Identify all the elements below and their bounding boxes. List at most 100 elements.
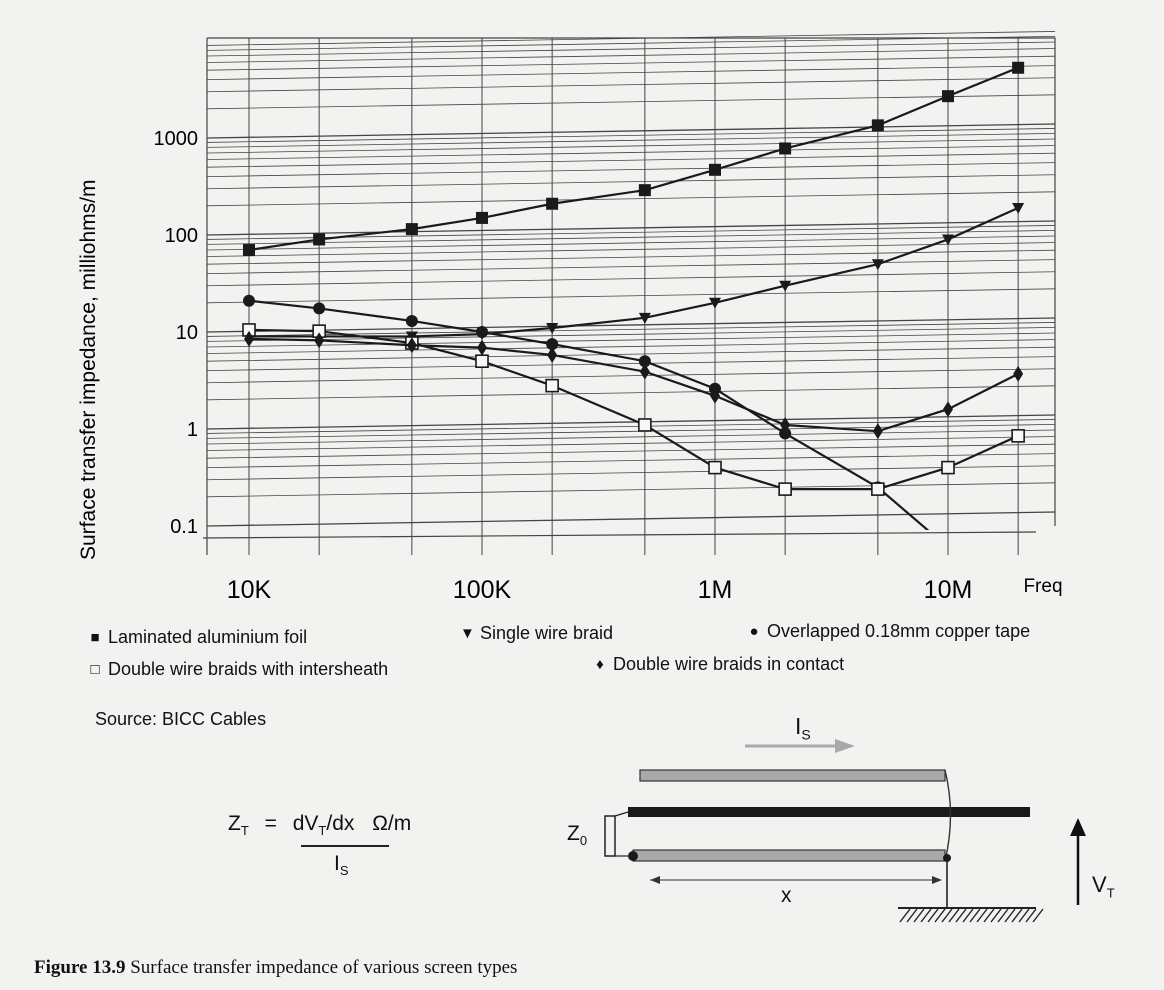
- marker-open-square: [941, 460, 955, 475]
- marker-diamond: [872, 423, 883, 440]
- x-axis-label: Freq: [1023, 576, 1062, 597]
- marker-filled-square: [476, 211, 488, 224]
- marker-filled-circle: [779, 427, 792, 440]
- ground-hatch: [934, 908, 946, 923]
- y-axis-label: Surface transfer impedance, milliohms/m: [77, 180, 100, 560]
- diagram-label-vt: VT: [1092, 872, 1115, 901]
- marker-filled-square: [709, 163, 721, 176]
- grid-line-h: [206, 174, 1056, 190]
- marker-filled-circle: [313, 302, 326, 315]
- ground-hatch: [948, 908, 960, 923]
- grid-line-h: [206, 332, 1056, 348]
- legend-item-foil: ■ Laminated aluminium foil: [88, 627, 307, 648]
- marker-diamond: [244, 330, 254, 347]
- marker-filled-square: [405, 223, 418, 236]
- ground-hatch: [906, 908, 918, 923]
- cable-diagram: [604, 739, 1086, 923]
- figure-caption: Figure 13.9 Surface transfer impedance o…: [34, 957, 518, 978]
- grid-line-h: [206, 77, 1056, 93]
- grid-line-h: [206, 94, 1056, 110]
- marker-filled-square: [243, 244, 255, 257]
- marker-open-square: [638, 418, 652, 432]
- marker-filled-square: [779, 142, 792, 155]
- ground-hatch: [927, 908, 939, 923]
- legend-item-braids-contact: ♦ Double wire braids in contact: [593, 654, 844, 675]
- grid-line-h: [206, 317, 1056, 333]
- marker-filled-square: [313, 233, 326, 246]
- ground-hatch: [920, 908, 932, 923]
- grid-line-h: [206, 271, 1056, 287]
- grid-line-h: [206, 55, 1056, 71]
- formula-denominator: IS: [334, 852, 349, 879]
- grid-line-h: [206, 429, 1056, 445]
- y-tick-label: 0.1: [170, 516, 198, 538]
- ground-hatch: [969, 908, 981, 923]
- fraction-bar: [301, 845, 389, 847]
- marker-open-square: [475, 354, 489, 368]
- grid-line-h: [206, 368, 1056, 384]
- y-tick-label: 100: [165, 225, 198, 247]
- is-arrow-head: [835, 739, 855, 753]
- grid-line-h: [206, 346, 1056, 362]
- marker-triangle-down: [546, 322, 559, 334]
- z0-lead-top: [614, 811, 629, 817]
- x-tick-label: 10K: [227, 576, 272, 604]
- grid-line-h: [206, 453, 1056, 469]
- grid-line-h: [206, 443, 1056, 459]
- marker-triangle-down: [638, 312, 651, 324]
- grid-line-h: [206, 436, 1056, 451]
- ground-hatch: [899, 908, 911, 923]
- marker-open-square: [778, 482, 792, 496]
- sheath-end: [628, 851, 638, 861]
- grid-line-h: [206, 138, 1056, 154]
- grid-line-h: [206, 230, 1056, 245]
- grid-line-h: [206, 220, 1056, 236]
- marker-triangle-down: [942, 234, 954, 246]
- marker-filled-circle: [476, 326, 488, 338]
- marker-filled-square: [942, 90, 954, 103]
- diamond-icon: ♦: [596, 656, 604, 673]
- x-tick-labels: 10K 100K 1M 10M Freq: [227, 576, 1063, 604]
- ground-hatch: [1018, 908, 1030, 923]
- x-axis-line: [202, 531, 1037, 539]
- filled-circle-icon: ●: [749, 623, 759, 640]
- legend-item-single-braid: ▼ Single wire braid: [460, 623, 613, 644]
- ground-hatch: [983, 908, 995, 923]
- grid-line-h: [206, 191, 1056, 207]
- ground-hatch: [976, 908, 988, 923]
- marker-filled-circle: [243, 294, 255, 307]
- legend-item-copper-tape: ● Overlapped 0.18mm copper tape: [747, 621, 1030, 642]
- grid-line-h: [206, 123, 1056, 139]
- grid-line-h: [206, 145, 1056, 160]
- grid-line-h: [206, 48, 1056, 63]
- filled-square-icon: ■: [90, 629, 100, 646]
- marker-filled-square: [1012, 61, 1025, 74]
- marker-diamond: [1013, 365, 1024, 382]
- ground-hatch: [1025, 908, 1037, 923]
- legend-label: Overlapped 0.18mm copper tape: [767, 621, 1031, 641]
- series-group: [242, 61, 1025, 530]
- series-double-wire-braids-with-intersheath: [242, 323, 1025, 496]
- ground-hatch: [913, 908, 925, 923]
- chart-grid: [206, 31, 1056, 555]
- grid-line-h: [206, 414, 1056, 430]
- marker-open-square: [1011, 429, 1025, 443]
- grid-line-h: [206, 235, 1056, 251]
- diagram-label-z0: Z0: [567, 822, 588, 849]
- y-tick-label: 1000: [154, 128, 199, 150]
- plot-frame: [202, 37, 1056, 555]
- series-double-wire-braids-in-contact: [244, 330, 1024, 440]
- grid-line-h: [206, 41, 1056, 57]
- z0-resistor: [604, 815, 616, 857]
- x-tick-label: 1M: [698, 576, 733, 604]
- legend-label: Single wire braid: [480, 623, 614, 643]
- series-line: [249, 206, 1019, 338]
- grid-line-h: [206, 162, 1056, 178]
- marker-filled-square: [638, 184, 651, 197]
- ground-hatch: [990, 908, 1002, 923]
- formula: ZT = dVT/dx Ω/m: [228, 812, 412, 839]
- marker-filled-circle: [638, 355, 651, 368]
- grid-line-h: [206, 339, 1056, 354]
- ground-hatch: [997, 908, 1009, 923]
